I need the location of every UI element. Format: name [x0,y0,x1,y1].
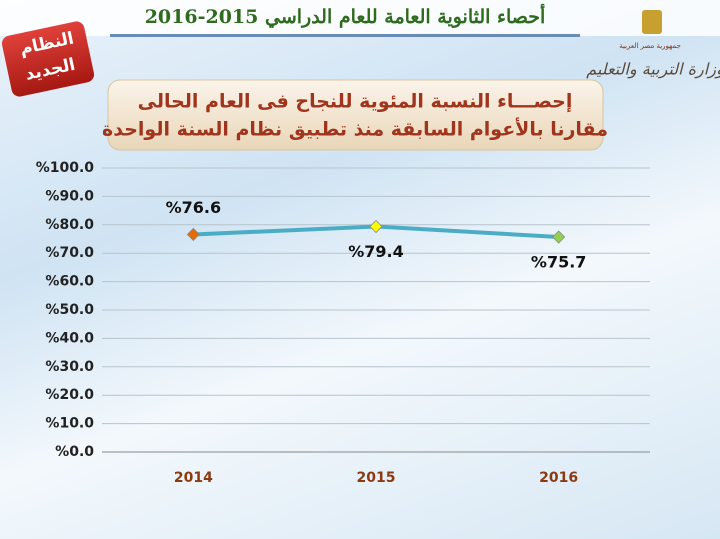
chart-title: إحصـــاء النسبة المئوية للنجاح فى العام … [138,91,573,113]
marker [186,227,200,242]
header-rule [110,34,580,37]
header-bar [0,0,720,36]
y-tick-label: %60.0 [45,274,94,290]
y-tick-label: %40.0 [45,330,94,346]
y-tick-label: %90.0 [45,188,94,204]
x-tick-label: 2016 [539,470,578,486]
header-title: أحصاء الثانوية العامة للعام الدراسي 2015… [145,3,546,29]
marker [552,230,566,244]
data-label: %79.4 [348,242,404,261]
title-box [107,79,604,151]
data-label: %75.7 [531,253,587,272]
x-tick-label: 2014 [174,470,213,486]
badge [1,21,95,97]
y-tick-label: %30.0 [45,359,94,375]
marker [369,219,383,234]
y-tick-label: %20.0 [45,387,94,403]
logo-text: جمهورية مصر العربية [619,42,681,50]
y-tick-label: %80.0 [45,217,94,233]
y-tick-label: %70.0 [45,245,94,261]
data-label: %76.6 [166,198,222,217]
y-tick-label: %0.0 [55,444,94,460]
chart-title: مقارنا بالأعوام السابقة منذ تطبيق نظام ا… [102,118,608,141]
y-tick-label: %10.0 [45,416,94,432]
logo-text: وزارة التربية والتعليم [586,60,720,79]
y-tick-label: %50.0 [45,302,94,318]
y-tick-label: %100.0 [36,160,95,176]
logo-emblem [642,10,662,34]
x-tick-label: 2015 [357,470,396,486]
